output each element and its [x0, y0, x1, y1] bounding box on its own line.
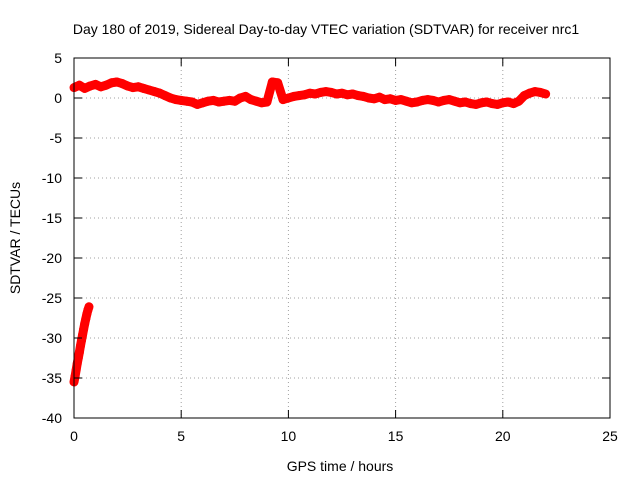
data-point: [241, 92, 250, 101]
y-axis-label: SDTVAR / TECUs: [7, 182, 23, 294]
data-point: [71, 372, 80, 381]
data-point: [279, 95, 288, 104]
data-point: [118, 79, 127, 88]
data-point: [193, 100, 202, 109]
data-point: [541, 90, 550, 98]
data-point: [472, 100, 480, 109]
data-point: [284, 94, 293, 102]
axis-ticks: [73, 57, 611, 419]
x-tick-label: 25: [602, 428, 618, 444]
data-point: [80, 84, 89, 93]
data-point: [150, 87, 159, 96]
x-tick-label: 0: [70, 428, 78, 444]
data-point: [252, 97, 261, 106]
data-point: [348, 90, 357, 98]
data-point: [493, 100, 502, 109]
data-point: [429, 96, 438, 105]
data-point: [134, 82, 143, 91]
data-point: [402, 97, 411, 106]
data-point: [327, 88, 336, 97]
data-point: [80, 319, 89, 328]
data-point: [74, 354, 83, 362]
data-trace-band: [69, 77, 551, 387]
data-point: [139, 84, 148, 93]
chart-title: Day 180 of 2019, Sidereal Day-to-day VTE…: [73, 21, 579, 37]
data-point: [85, 302, 94, 311]
data-point: [72, 366, 81, 374]
data-point: [78, 330, 87, 339]
data-point: [375, 93, 384, 102]
data-point: [76, 342, 85, 350]
data-point: [300, 90, 309, 99]
y-tick-label: 0: [54, 90, 62, 106]
y-tick-label: -15: [42, 210, 62, 226]
data-point: [166, 94, 175, 102]
data-point: [413, 98, 422, 106]
data-point: [81, 314, 90, 323]
data-point: [396, 95, 405, 104]
data-point: [504, 98, 513, 106]
data-point: [198, 98, 207, 107]
data-point: [161, 91, 170, 100]
data-point: [79, 325, 88, 334]
data-point: [209, 96, 218, 105]
data-point: [338, 89, 346, 98]
data-point: [262, 98, 271, 106]
data-point: [461, 98, 470, 106]
y-tick-label: -30: [42, 330, 62, 346]
data-point: [73, 359, 82, 368]
tick-labels: 0 5 10 15 20 25 5 0 -5 -10 -15 -20 -25 -30 -35 -40: [42, 50, 618, 444]
data-point: [236, 94, 245, 102]
data-point: [434, 98, 443, 106]
data-point: [112, 78, 121, 86]
y-tick-label: -10: [42, 170, 62, 186]
data-point: [445, 95, 454, 104]
data-series: [69, 77, 551, 387]
data-point: [520, 91, 529, 100]
y-tick-label: -35: [42, 370, 62, 386]
data-point: [273, 78, 282, 87]
data-point: [370, 94, 379, 103]
data-point: [525, 89, 534, 98]
x-axis-label: GPS time / hours: [287, 458, 394, 474]
data-point: [386, 94, 395, 103]
y-tick-label: -25: [42, 290, 62, 306]
data-point: [145, 86, 154, 94]
x-tick-label: 15: [388, 428, 404, 444]
data-point: [96, 82, 105, 91]
plot-frame: [73, 57, 611, 419]
data-point: [514, 97, 523, 106]
x-tick-label: 5: [177, 428, 185, 444]
data-point: [82, 310, 91, 318]
y-tick-label: -20: [42, 250, 62, 266]
data-point: [155, 89, 164, 98]
data-point: [536, 88, 545, 97]
data-point: [311, 90, 320, 98]
data-point: [91, 80, 100, 89]
y-tick-label: -5: [50, 130, 63, 146]
y-tick-label: -40: [42, 410, 62, 426]
data-point: [75, 81, 84, 90]
data-point: [123, 82, 132, 90]
data-point: [482, 98, 491, 106]
data-point: [450, 97, 459, 106]
x-tick-label: 10: [281, 428, 297, 444]
data-point: [359, 92, 368, 101]
x-tick-label: 20: [495, 428, 511, 444]
data-point: [86, 82, 95, 90]
data-point: [102, 81, 111, 90]
data-point: [509, 99, 518, 108]
data-point: [75, 348, 84, 357]
data-point: [187, 98, 196, 106]
y-tick-label: 5: [54, 50, 62, 66]
data-point: [246, 95, 255, 104]
grid-lines: [74, 58, 610, 418]
data-point: [230, 97, 239, 106]
